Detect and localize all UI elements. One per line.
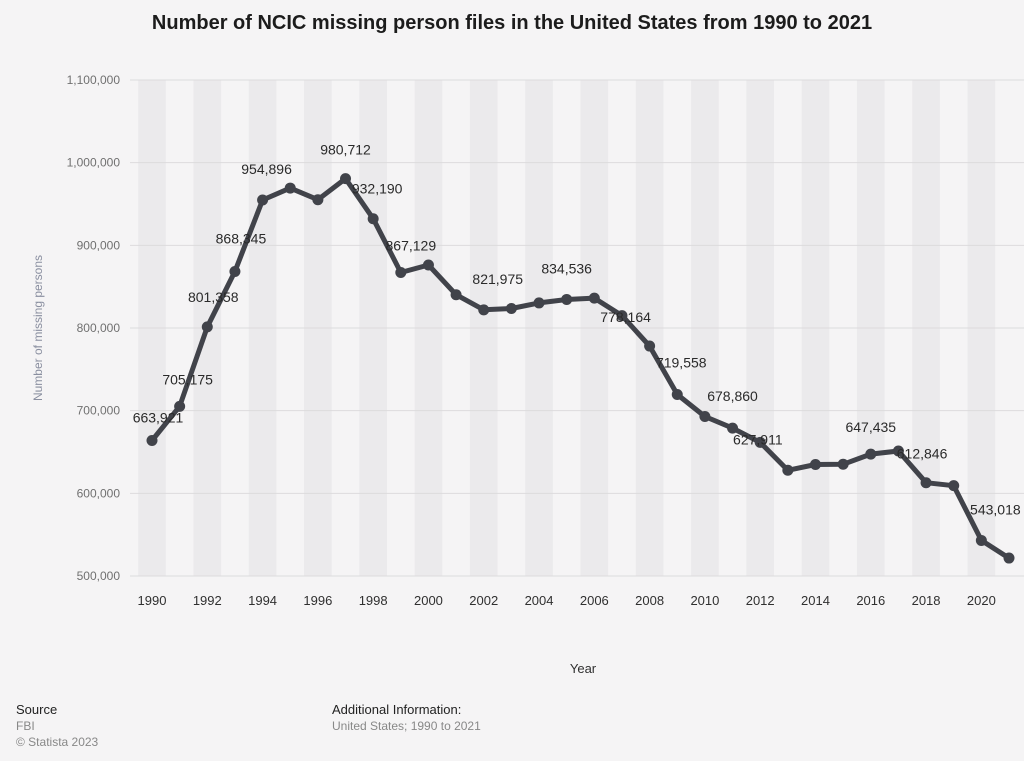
data-label-2005: 834,536 bbox=[541, 260, 592, 276]
x-tick-label: 2014 bbox=[801, 593, 830, 608]
data-point-1999[interactable] bbox=[395, 267, 407, 279]
y-tick-label: 1,100,000 bbox=[67, 73, 121, 87]
data-point-2003[interactable] bbox=[505, 303, 517, 315]
x-tick-label: 1996 bbox=[303, 593, 332, 608]
x-tick-label: 2016 bbox=[856, 593, 885, 608]
data-label-1998: 932,190 bbox=[352, 181, 403, 197]
data-point-2008[interactable] bbox=[644, 340, 656, 352]
gridlines bbox=[130, 79, 1024, 577]
data-point-1994[interactable] bbox=[257, 194, 269, 206]
additional-info-value: United States; 1990 to 2021 bbox=[332, 719, 481, 733]
x-tick-label: 2010 bbox=[690, 593, 719, 608]
data-label-2013: 627,911 bbox=[733, 431, 783, 447]
x-tick-label: 1992 bbox=[193, 593, 222, 608]
data-label-2018: 612,846 bbox=[897, 446, 948, 462]
data-point-2019[interactable] bbox=[948, 480, 960, 492]
y-tick-label: 700,000 bbox=[77, 404, 121, 418]
data-point-1990[interactable] bbox=[146, 434, 158, 446]
source-value: FBI bbox=[16, 719, 35, 733]
y-tick-label: 600,000 bbox=[77, 486, 121, 500]
data-label-1990: 663,921 bbox=[133, 409, 184, 425]
y-axis-ticks: 500,000 600,000 700,000 800,000 900,000 1,000… bbox=[67, 73, 121, 583]
data-point-1996[interactable] bbox=[312, 194, 324, 206]
x-tick-label: 1994 bbox=[248, 593, 277, 608]
data-point-2014[interactable] bbox=[809, 458, 821, 470]
source-block: Source FBI © Statista 2023 bbox=[16, 702, 98, 749]
x-tick-label: 2018 bbox=[912, 593, 941, 608]
source-label: Source bbox=[16, 702, 58, 717]
data-point-1993[interactable] bbox=[229, 266, 241, 278]
y-tick-label: 500,000 bbox=[77, 569, 121, 583]
x-tick-label: 1990 bbox=[138, 593, 167, 608]
data-label-2009: 719,558 bbox=[656, 354, 707, 370]
data-point-2004[interactable] bbox=[533, 297, 545, 309]
x-tick-label: 1998 bbox=[359, 593, 388, 608]
data-point-1995[interactable] bbox=[284, 182, 296, 194]
data-label-2020: 543,018 bbox=[970, 501, 1021, 517]
data-point-2021[interactable] bbox=[1003, 552, 1015, 564]
data-points bbox=[146, 173, 1015, 564]
additional-info-label: Additional Information: bbox=[332, 702, 462, 717]
data-point-2016[interactable] bbox=[865, 448, 877, 460]
data-label-2016: 647,435 bbox=[845, 419, 896, 435]
data-point-2002[interactable] bbox=[478, 304, 490, 316]
data-point-2010[interactable] bbox=[699, 410, 711, 422]
data-point-1991[interactable] bbox=[174, 400, 186, 412]
data-point-1992[interactable] bbox=[201, 321, 213, 333]
data-label-2008: 778,164 bbox=[600, 309, 651, 325]
y-tick-label: 1,000,000 bbox=[67, 156, 121, 170]
y-tick-label: 900,000 bbox=[77, 238, 121, 252]
data-label-1991: 705,175 bbox=[162, 371, 213, 387]
data-point-2015[interactable] bbox=[837, 458, 849, 470]
data-point-2007[interactable] bbox=[616, 310, 628, 322]
data-point-2013[interactable] bbox=[782, 464, 794, 476]
x-tick-label: 2020 bbox=[967, 593, 996, 608]
data-point-2017[interactable] bbox=[892, 445, 904, 457]
data-point-2018[interactable] bbox=[920, 477, 932, 489]
data-label-1994: 954,896 bbox=[241, 161, 292, 177]
x-axis-ticks: 1990 1992 1994 1996 1998 2000 2002 2004 2006 2008… bbox=[138, 593, 996, 608]
x-tick-label: 2004 bbox=[525, 593, 554, 608]
chart-title: Number of NCIC missing person files in t… bbox=[151, 12, 873, 34]
data-point-1997[interactable] bbox=[340, 173, 352, 185]
data-labels: 663,921 705,175 801,358 868,345 954,896 980,7… bbox=[133, 142, 1021, 518]
data-label-2002: 821,975 bbox=[472, 271, 523, 287]
data-point-2006[interactable] bbox=[588, 292, 600, 304]
line-chart: 500,000 600,000 700,000 800,000 900,000 1,000… bbox=[31, 73, 1024, 676]
x-tick-label: 2006 bbox=[580, 593, 609, 608]
y-axis-label: Number of missing persons bbox=[31, 255, 45, 401]
data-point-2012[interactable] bbox=[754, 436, 766, 448]
copyright: © Statista 2023 bbox=[16, 735, 99, 749]
data-point-2001[interactable] bbox=[450, 289, 462, 301]
data-label-2011: 678,860 bbox=[707, 388, 758, 404]
data-label-1993: 868,345 bbox=[216, 231, 267, 247]
data-point-2020[interactable] bbox=[975, 534, 987, 546]
x-tick-label: 2000 bbox=[414, 593, 443, 608]
additional-info-block: Additional Information: United States; 1… bbox=[332, 702, 481, 733]
data-label-1997: 980,712 bbox=[320, 142, 371, 158]
data-label-1992: 801,358 bbox=[188, 289, 239, 305]
data-point-2005[interactable] bbox=[561, 293, 573, 305]
x-tick-label: 2008 bbox=[635, 593, 664, 608]
y-tick-label: 800,000 bbox=[77, 321, 121, 335]
data-point-2000[interactable] bbox=[422, 259, 434, 271]
x-axis-label: Year bbox=[570, 661, 597, 676]
data-label-1999: 867,129 bbox=[386, 238, 437, 254]
x-tick-label: 2012 bbox=[746, 593, 775, 608]
data-point-2009[interactable] bbox=[671, 388, 683, 400]
data-point-2011[interactable] bbox=[727, 422, 739, 434]
x-tick-label: 2002 bbox=[469, 593, 498, 608]
data-point-1998[interactable] bbox=[367, 213, 379, 225]
